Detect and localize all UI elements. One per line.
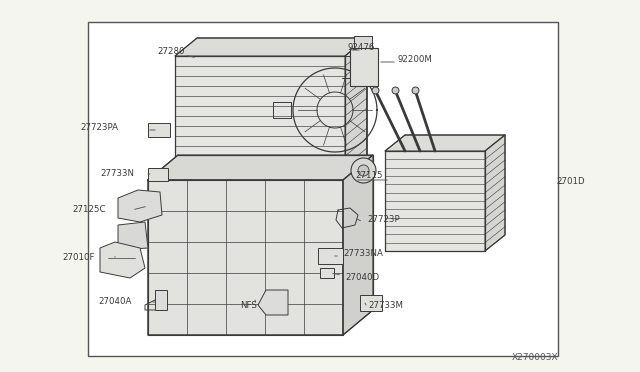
Text: NFS: NFS	[240, 301, 257, 310]
Polygon shape	[343, 155, 373, 335]
Text: 27040A: 27040A	[98, 298, 131, 307]
Polygon shape	[148, 155, 373, 180]
Polygon shape	[258, 290, 288, 315]
Text: 27040D: 27040D	[345, 273, 379, 282]
Text: 27723P: 27723P	[367, 215, 399, 224]
Bar	[155, 290, 167, 310]
Text: 2701D: 2701D	[556, 177, 584, 186]
Text: 27010F: 27010F	[62, 253, 95, 263]
Text: 92476: 92476	[348, 43, 376, 52]
Bar	[320, 268, 334, 278]
Polygon shape	[100, 242, 145, 278]
Bar	[88, 22, 558, 356]
Bar	[148, 168, 168, 181]
Text: 27280: 27280	[157, 48, 185, 57]
Bar	[318, 248, 343, 264]
Polygon shape	[118, 190, 162, 222]
Bar	[148, 123, 170, 137]
Text: 27125C: 27125C	[72, 205, 106, 215]
Polygon shape	[345, 38, 367, 196]
Text: 27733M: 27733M	[368, 301, 403, 310]
Polygon shape	[175, 38, 367, 56]
Polygon shape	[118, 222, 148, 250]
Text: 92200M: 92200M	[398, 55, 433, 64]
Text: 27733N: 27733N	[100, 169, 134, 177]
Polygon shape	[385, 135, 505, 151]
Polygon shape	[175, 56, 345, 196]
Bar	[360, 295, 382, 311]
Bar	[350, 48, 378, 86]
Text: 27733NA: 27733NA	[343, 250, 383, 259]
Polygon shape	[485, 135, 505, 251]
Text: X270003X: X270003X	[511, 353, 558, 362]
Polygon shape	[385, 151, 485, 251]
Polygon shape	[148, 180, 343, 335]
Text: 27115: 27115	[355, 170, 383, 180]
Bar	[354, 36, 372, 48]
Text: 27723PA: 27723PA	[80, 124, 118, 132]
